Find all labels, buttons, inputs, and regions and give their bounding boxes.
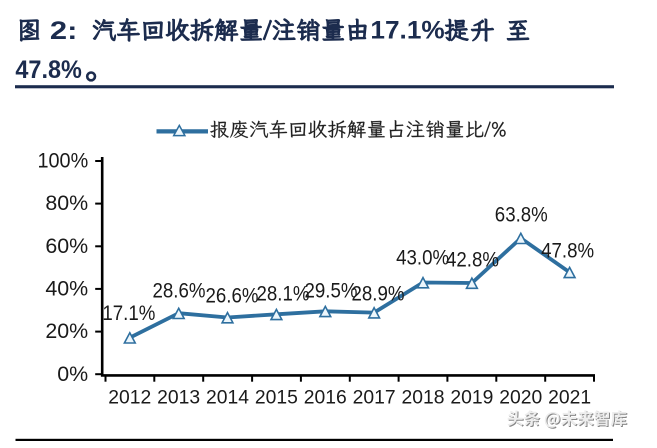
svg-text:2018: 2018 bbox=[402, 387, 445, 409]
svg-text:2020: 2020 bbox=[499, 387, 542, 409]
svg-text:2013: 2013 bbox=[157, 387, 200, 409]
svg-text:17.1%: 17.1% bbox=[370, 17, 444, 45]
svg-text:47.8%: 47.8% bbox=[541, 238, 594, 262]
svg-text:20%: 20% bbox=[45, 319, 88, 343]
svg-text:40%: 40% bbox=[45, 277, 88, 301]
svg-text:63.8%: 63.8% bbox=[495, 203, 548, 227]
svg-text:80%: 80% bbox=[45, 191, 88, 215]
svg-text:2016: 2016 bbox=[304, 387, 347, 409]
svg-text:2019: 2019 bbox=[450, 387, 493, 409]
svg-text:28.6%: 28.6% bbox=[153, 279, 206, 303]
svg-text:2017: 2017 bbox=[353, 387, 396, 409]
svg-text:26.6%: 26.6% bbox=[206, 284, 259, 308]
svg-text:2015: 2015 bbox=[255, 387, 298, 409]
svg-text:2021: 2021 bbox=[548, 387, 591, 409]
svg-text:17.1%: 17.1% bbox=[102, 301, 155, 325]
svg-text:42.8%: 42.8% bbox=[446, 247, 499, 271]
svg-text:29.5%: 29.5% bbox=[305, 279, 358, 303]
svg-text:0%: 0% bbox=[57, 362, 88, 386]
svg-text:28.1%: 28.1% bbox=[257, 282, 310, 306]
svg-text:100%: 100% bbox=[38, 149, 89, 173]
svg-text:28.9%: 28.9% bbox=[352, 282, 405, 306]
svg-text:2:: 2: bbox=[50, 17, 78, 45]
svg-text:2014: 2014 bbox=[206, 387, 249, 409]
svg-text:47.8%: 47.8% bbox=[15, 56, 82, 84]
svg-text:60%: 60% bbox=[45, 234, 88, 258]
svg-text:2012: 2012 bbox=[108, 387, 151, 409]
svg-text:43.0%: 43.0% bbox=[396, 245, 449, 269]
